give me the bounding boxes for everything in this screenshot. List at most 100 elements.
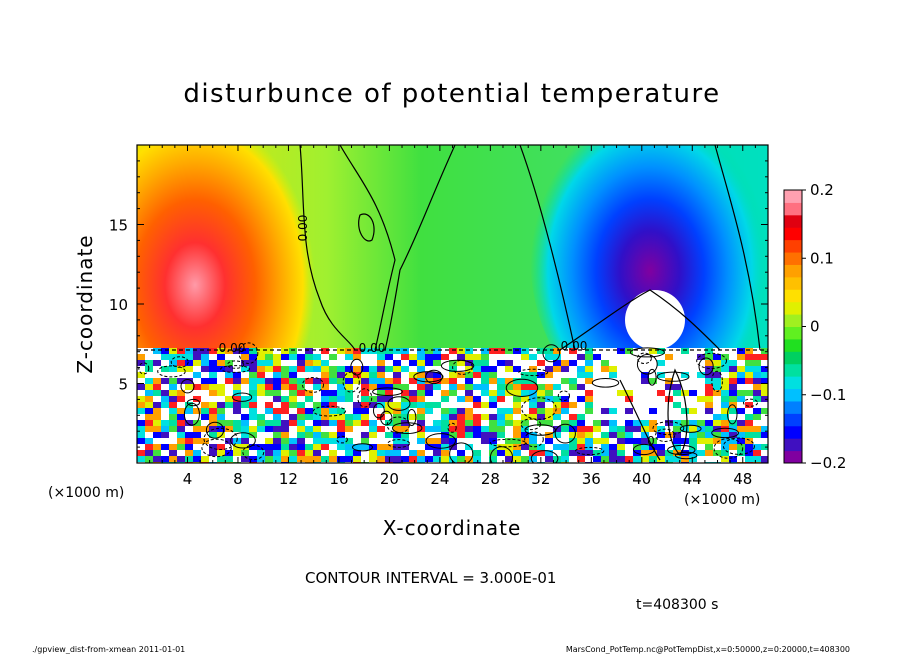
noise-cell: [265, 438, 274, 445]
noise-cell: [305, 414, 314, 421]
noise-cell: [489, 420, 498, 427]
noise-cell: [265, 426, 274, 433]
noise-cell: [633, 366, 642, 373]
noise-cell: [617, 390, 626, 397]
noise-cell: [681, 426, 690, 433]
noise-cell: [673, 408, 682, 415]
noise-cell: [641, 390, 650, 397]
noise-cell: [337, 456, 346, 463]
noise-cell: [169, 456, 178, 463]
noise-cell: [705, 444, 714, 451]
noise-cell: [641, 444, 650, 451]
noise-cell: [249, 396, 258, 403]
noise-cell: [473, 372, 482, 379]
noise-cell: [745, 444, 754, 451]
noise-cell: [233, 432, 242, 439]
noise-cell: [625, 390, 634, 397]
noise-cell: [609, 360, 618, 367]
noise-contour: [183, 402, 200, 426]
noise-cell: [513, 450, 522, 457]
noise-cell: [649, 450, 658, 457]
noise-cell: [193, 432, 202, 439]
x-unit-left: (×1000 m): [48, 485, 124, 501]
noise-cell: [673, 444, 682, 451]
noise-cell: [641, 432, 650, 439]
noise-cell: [433, 444, 442, 451]
noise-cell: [265, 354, 274, 361]
noise-cell: [345, 444, 354, 451]
noise-contour: [440, 359, 475, 372]
noise-cell: [441, 396, 450, 403]
noise-cell: [657, 426, 666, 433]
noise-cell: [241, 372, 250, 379]
noise-cell: [657, 432, 666, 439]
noise-cell: [329, 450, 338, 457]
noise-cell: [753, 408, 762, 415]
noise-cell: [521, 360, 530, 367]
noise-cell: [665, 420, 674, 427]
noise-cell: [161, 384, 170, 391]
noise-cell: [169, 402, 178, 409]
noise-cell: [233, 426, 242, 433]
noise-cell: [233, 372, 242, 379]
noise-cell: [601, 354, 610, 361]
noise-cell: [425, 456, 434, 463]
noise-cell: [385, 384, 394, 391]
noise-cell: [673, 426, 682, 433]
noise-cell: [713, 408, 722, 415]
noise-cell: [273, 348, 282, 355]
x-tick-label: 48: [733, 470, 752, 488]
noise-cell: [137, 366, 146, 373]
noise-cell: [281, 384, 290, 391]
noise-cell: [265, 360, 274, 367]
noise-cell: [297, 432, 306, 439]
noise-cell: [601, 402, 610, 409]
noise-cell: [633, 384, 642, 391]
noise-cell: [761, 372, 768, 379]
noise-cell: [625, 456, 634, 463]
noise-cell: [449, 426, 458, 433]
noise-cell: [361, 450, 370, 457]
noise-cell: [753, 456, 762, 463]
noise-cell: [665, 348, 674, 355]
noise-cell: [433, 354, 442, 361]
noise-contour: [238, 342, 259, 365]
contour-label: 0.00: [219, 341, 246, 355]
noise-cell: [225, 390, 234, 397]
noise-cell: [241, 396, 250, 403]
noise-cell: [585, 450, 594, 457]
noise-cell: [385, 354, 394, 361]
noise-cell: [441, 420, 450, 427]
noise-cell: [601, 372, 610, 379]
noise-cell: [137, 390, 146, 397]
noise-cell: [665, 408, 674, 415]
noise-contour: [138, 362, 150, 375]
noise-cell: [393, 414, 402, 421]
noise-cell: [737, 390, 746, 397]
noise-cell: [553, 396, 562, 403]
noise-cell: [585, 372, 594, 379]
noise-cell: [289, 384, 298, 391]
noise-cell: [161, 372, 170, 379]
noise-cell: [433, 360, 442, 367]
noise-cell: [169, 348, 178, 355]
noise-cell: [457, 372, 466, 379]
noise-contour: [387, 396, 411, 411]
noise-cell: [537, 378, 546, 385]
noise-cell: [433, 372, 442, 379]
noise-cell: [425, 408, 434, 415]
noise-cell: [521, 402, 530, 409]
noise-cell: [761, 378, 768, 385]
noise-cell: [761, 438, 768, 445]
noise-cell: [345, 438, 354, 445]
noise-cell: [585, 456, 594, 463]
noise-cell: [529, 456, 538, 463]
noise-cell: [401, 414, 410, 421]
noise-cell: [257, 378, 266, 385]
noise-cell: [705, 378, 714, 385]
noise-cell: [609, 402, 618, 409]
noise-cell: [505, 366, 514, 373]
noise-cell: [641, 438, 650, 445]
noise-cell: [729, 456, 738, 463]
noise-cell: [281, 450, 290, 457]
